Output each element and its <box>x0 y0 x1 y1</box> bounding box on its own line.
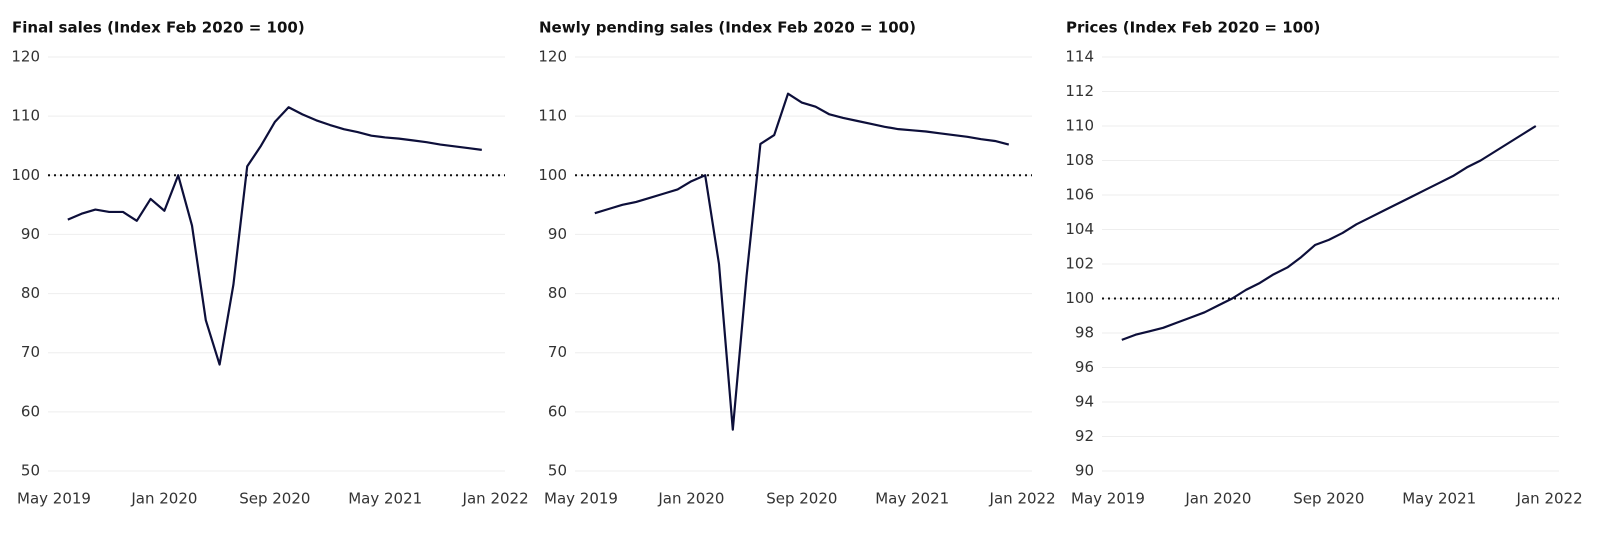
y-tick-label: 60 <box>548 402 567 420</box>
y-tick-label: 100 <box>11 166 40 184</box>
y-tick-label: 120 <box>11 48 40 66</box>
x-tick-label: Sep 2020 <box>1293 490 1364 508</box>
x-tick-label: May 2021 <box>875 490 949 508</box>
y-tick-label: 90 <box>21 225 40 243</box>
y-tick-label: 92 <box>1075 427 1094 445</box>
x-tick-label: Jan 2020 <box>1184 490 1251 508</box>
y-tick-label: 80 <box>21 284 40 302</box>
y-tick-label: 102 <box>1065 255 1094 273</box>
y-tick-label: 120 <box>538 48 567 66</box>
y-tick-label: 90 <box>548 225 567 243</box>
y-tick-label: 104 <box>1065 220 1094 238</box>
chart-title: Prices (Index Feb 2020 = 100) <box>1066 19 1320 37</box>
y-tick-label: 114 <box>1065 48 1094 66</box>
x-tick-label: Sep 2020 <box>766 490 837 508</box>
x-tick-label: May 2021 <box>1402 490 1476 508</box>
y-tick-label: 100 <box>1065 289 1094 307</box>
x-tick-label: Sep 2020 <box>239 490 310 508</box>
x-tick-label: Jan 2022 <box>462 490 529 508</box>
y-tick-label: 100 <box>538 166 567 184</box>
x-tick-label: May 2019 <box>544 490 618 508</box>
y-tick-label: 50 <box>548 462 567 480</box>
y-tick-label: 80 <box>548 284 567 302</box>
chart-title: Final sales (Index Feb 2020 = 100) <box>12 19 305 37</box>
series-line <box>67 106 482 366</box>
x-tick-label: Jan 2020 <box>130 490 197 508</box>
y-tick-label: 90 <box>1075 462 1094 480</box>
x-tick-label: May 2019 <box>1071 490 1145 508</box>
y-tick-label: 70 <box>21 343 40 361</box>
x-tick-label: May 2019 <box>17 490 91 508</box>
y-tick-label: 94 <box>1075 393 1094 411</box>
y-tick-label: 110 <box>538 107 567 125</box>
x-tick-label: Jan 2022 <box>989 490 1056 508</box>
x-tick-label: Jan 2020 <box>657 490 724 508</box>
series-line <box>1121 125 1537 341</box>
y-tick-label: 108 <box>1065 151 1094 169</box>
y-tick-label: 106 <box>1065 186 1094 204</box>
y-tick-label: 50 <box>21 462 40 480</box>
y-tick-label: 112 <box>1065 82 1094 100</box>
x-tick-label: May 2021 <box>348 490 422 508</box>
y-tick-label: 70 <box>548 343 567 361</box>
y-tick-label: 60 <box>21 402 40 420</box>
y-tick-label: 110 <box>11 107 40 125</box>
y-tick-label: 98 <box>1075 324 1094 342</box>
chart-title: Newly pending sales (Index Feb 2020 = 10… <box>539 19 916 37</box>
x-tick-label: Jan 2022 <box>1516 490 1583 508</box>
series-line <box>594 92 1010 431</box>
y-tick-label: 96 <box>1075 358 1094 376</box>
y-tick-label: 110 <box>1065 117 1094 135</box>
